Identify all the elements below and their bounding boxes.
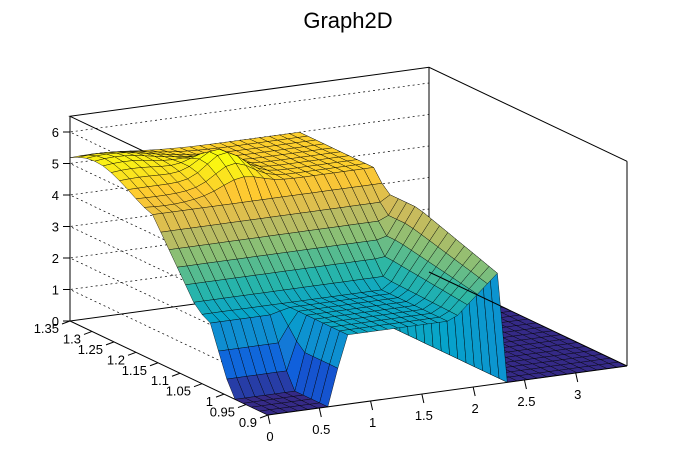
x-tick-label: 0.5 (312, 422, 330, 437)
y-tick-mark (237, 404, 247, 409)
y-tick-mark (215, 393, 225, 398)
y-tick-label: 1.05 (166, 384, 191, 399)
x-tick-label: 2 (472, 401, 479, 416)
y-tick-label: 0.9 (239, 415, 257, 430)
x-tick-label: 1.5 (415, 408, 433, 423)
y-tick-label: 1 (206, 394, 213, 409)
y-tick-mark (171, 372, 181, 377)
z-tick-label: 6 (52, 125, 59, 140)
plot-frame-front (267, 161, 628, 416)
x-tick-label: 2.5 (517, 394, 535, 409)
x-tick-mark (370, 400, 374, 411)
y-tick-label: 1.1 (151, 373, 169, 388)
x-tick-mark (267, 414, 271, 425)
frame-base-front-y (428, 271, 628, 367)
x-tick-mark (472, 386, 476, 397)
y-tick-mark (259, 414, 269, 419)
y-tick-mark (149, 362, 159, 367)
frame-base-front-x (267, 365, 628, 416)
z-axis: 0 1 2 3 4 5 6 (52, 116, 71, 329)
y-tick-label: 1.35 (34, 321, 59, 336)
z-tick-label: 2 (52, 251, 59, 266)
y-tick-label: 1.25 (78, 342, 103, 357)
y-tick-label: 1.2 (107, 352, 125, 367)
y-tick-mark (83, 330, 93, 335)
z-tick-label: 0 (52, 314, 59, 329)
y-tick-mark (127, 351, 137, 356)
z-tick-label: 1 (52, 283, 59, 298)
z-tick-label: 4 (52, 188, 59, 203)
x-tick-mark (421, 393, 425, 404)
x-tick-mark (575, 372, 579, 383)
y-tick-label: 1.3 (63, 331, 81, 346)
x-tick-label: 3 (574, 387, 581, 402)
y-tick-mark (193, 383, 203, 388)
z-tick-label: 3 (52, 220, 59, 235)
x-tick-label: 0 (266, 429, 273, 444)
x-tick-mark (318, 407, 322, 418)
y-axis: 0.9 0.951 1.051.1 1.151.2 1.251.3 1.35 (34, 320, 269, 430)
surface-mesh (69, 131, 628, 416)
z-tick-label: 5 (52, 157, 59, 172)
y-tick-label: 1.15 (122, 363, 147, 378)
y-tick-mark (105, 341, 115, 346)
x-tick-mark (523, 379, 527, 390)
y-tick-label: 0.95 (210, 405, 235, 420)
chart-title: Graph2D (303, 8, 392, 33)
z-gridline (68, 114, 430, 258)
z-gridline (68, 82, 430, 227)
x-axis: 0 0.5 1 1.5 2 2.5 3 (266, 372, 581, 444)
x-tick-label: 1 (369, 415, 376, 430)
